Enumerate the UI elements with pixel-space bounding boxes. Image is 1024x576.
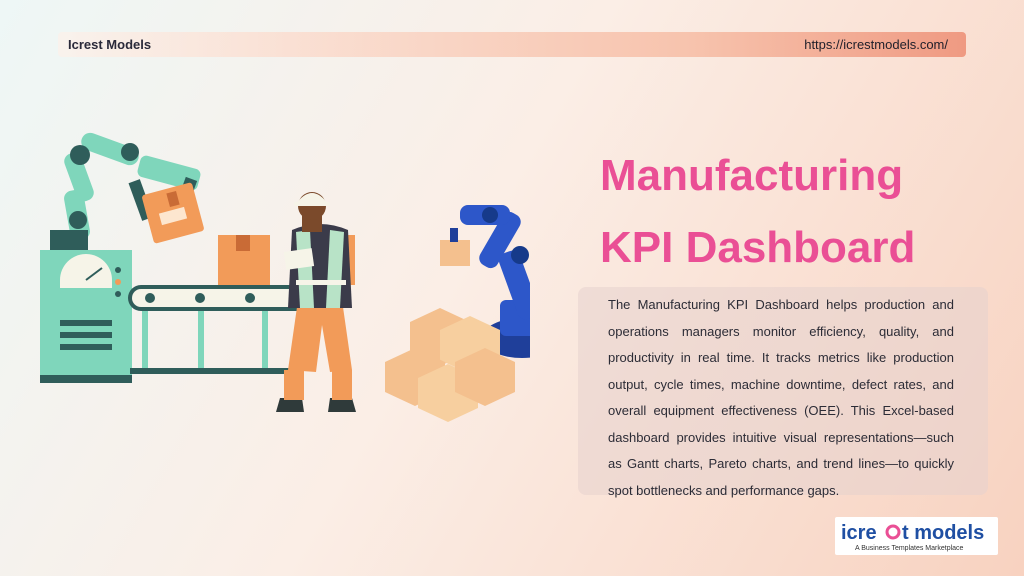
svg-text:icre: icre <box>841 522 877 544</box>
title-line-2: KPI Dashboard <box>600 223 916 272</box>
header-bar: Icrest Models https://icrestmodels.com/ <box>58 32 966 57</box>
manufacturing-illustration <box>40 132 530 422</box>
worker-icon <box>276 192 356 412</box>
box-stack-icon <box>385 308 515 422</box>
factory-machine-icon <box>40 230 132 383</box>
robotic-arm-icon <box>64 132 204 244</box>
svg-text:t models: t models <box>902 522 984 544</box>
website-url[interactable]: https://icrestmodels.com/ <box>804 37 948 52</box>
logo-graphic: icre t models A Business Templates Marke… <box>841 522 984 552</box>
description-panel <box>578 287 988 495</box>
title-line-1: Manufacturing <box>600 151 904 200</box>
svg-text:A Business Templates Marketpla: A Business Templates Marketplace <box>855 545 964 552</box>
icrest-logo[interactable]: icre t models A Business Templates Marke… <box>835 517 998 555</box>
brand-name[interactable]: Icrest Models <box>68 37 152 52</box>
description-text: The Manufacturing KPI Dashboard helps pr… <box>608 297 954 498</box>
page-title: Manufacturing KPI Dashboard <box>600 140 1010 284</box>
